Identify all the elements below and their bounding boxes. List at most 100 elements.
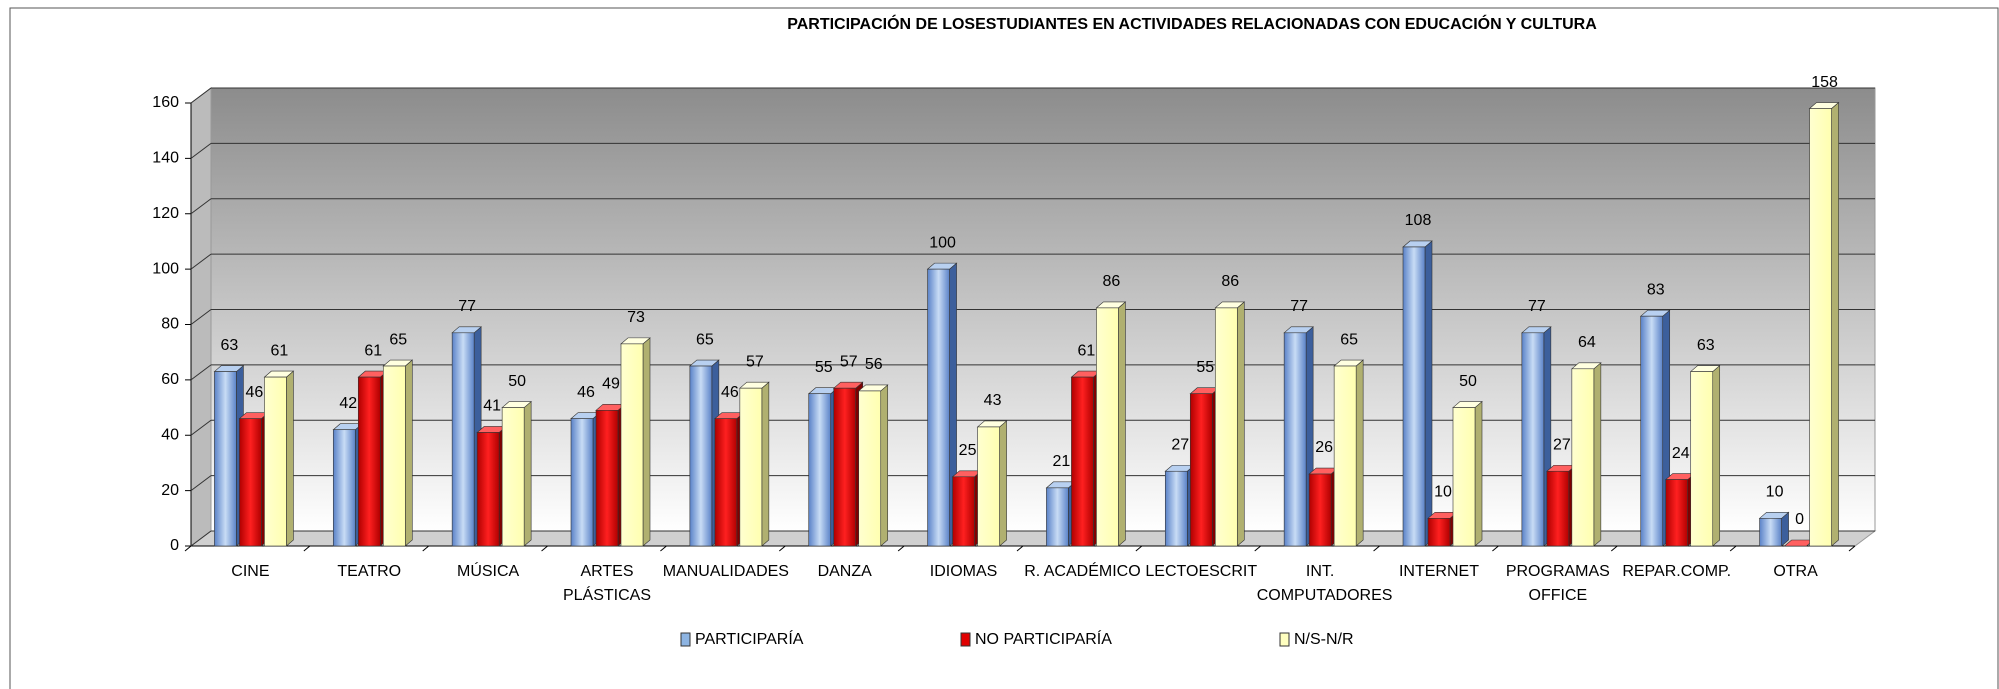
value-label: 100 bbox=[929, 234, 956, 251]
value-label: 86 bbox=[1103, 273, 1121, 290]
x-tick-label: R. ACADÉMICO bbox=[1024, 563, 1141, 580]
legend-label: NO PARTICIPARÍA bbox=[975, 629, 1112, 648]
value-label: 10 bbox=[1434, 484, 1452, 501]
legend-swatch bbox=[1279, 632, 1290, 647]
value-label: 73 bbox=[627, 309, 645, 326]
x-tick-label: LECTOESCRIT bbox=[1145, 563, 1258, 580]
y-tick-label: 80 bbox=[161, 316, 179, 333]
x-tick-label: IDIOMAS bbox=[929, 563, 998, 580]
bar bbox=[1308, 473, 1332, 547]
bar bbox=[1189, 393, 1213, 547]
value-label: 63 bbox=[1697, 337, 1715, 354]
grid-line bbox=[190, 419, 212, 436]
bar bbox=[858, 390, 882, 547]
value-label: 10 bbox=[1766, 484, 1784, 501]
value-label: 56 bbox=[865, 356, 883, 373]
bar bbox=[1096, 307, 1119, 547]
bar-side bbox=[1236, 301, 1245, 547]
y-tick-label: 20 bbox=[161, 482, 179, 499]
value-label: 158 bbox=[1811, 74, 1838, 91]
bar bbox=[239, 418, 262, 547]
value-label: 65 bbox=[389, 331, 407, 348]
bar bbox=[1571, 368, 1595, 547]
value-label: 46 bbox=[721, 384, 739, 401]
floor bbox=[189, 530, 1877, 547]
bar bbox=[1546, 470, 1570, 547]
value-label: 42 bbox=[339, 395, 357, 412]
bar-side bbox=[1118, 301, 1126, 547]
value-label: 63 bbox=[221, 337, 239, 354]
y-tick-label: 40 bbox=[161, 426, 179, 443]
bar bbox=[1046, 487, 1069, 547]
x-tick-label: DANZA bbox=[817, 563, 872, 580]
y-tick-label: 0 bbox=[170, 537, 179, 554]
value-label: 50 bbox=[508, 373, 526, 390]
bar bbox=[1402, 246, 1426, 547]
x-tick-label: INTERNET bbox=[1398, 563, 1479, 580]
grid-line bbox=[190, 253, 212, 270]
bar bbox=[264, 376, 287, 547]
x-tick bbox=[1492, 545, 1499, 552]
grid-line bbox=[190, 475, 212, 492]
bar-side bbox=[1424, 240, 1433, 547]
value-label: 21 bbox=[1053, 453, 1071, 470]
value-label: 57 bbox=[746, 353, 764, 370]
bar-side bbox=[880, 384, 889, 547]
bar bbox=[1809, 108, 1832, 547]
bar bbox=[357, 376, 381, 547]
x-tick bbox=[1729, 545, 1737, 552]
value-label: 61 bbox=[271, 342, 289, 359]
bar bbox=[1071, 376, 1094, 547]
x-tick bbox=[1135, 545, 1143, 552]
value-label: 83 bbox=[1647, 281, 1665, 298]
value-label: 49 bbox=[602, 376, 620, 393]
value-label: 0 bbox=[1795, 511, 1804, 528]
grid-line bbox=[190, 309, 212, 325]
y-tick-label: 160 bbox=[152, 94, 179, 111]
x-tick bbox=[184, 545, 192, 552]
value-label: 27 bbox=[1171, 436, 1189, 453]
value-label: 46 bbox=[577, 384, 595, 401]
grid-line bbox=[190, 198, 212, 215]
bar bbox=[476, 432, 500, 547]
x-tick-label: MANUALIDADES bbox=[662, 563, 789, 580]
bar bbox=[1214, 307, 1238, 547]
x-tick-label: ARTES PLÁSTICAS bbox=[562, 563, 651, 604]
x-tick-label: PROGRAMAS OFFICE bbox=[1505, 563, 1610, 604]
bar bbox=[1164, 470, 1188, 547]
bar bbox=[1665, 479, 1689, 547]
bar bbox=[833, 387, 857, 547]
x-tick bbox=[660, 545, 667, 552]
bar bbox=[214, 371, 237, 547]
x-tick bbox=[1254, 545, 1262, 552]
value-label: 77 bbox=[1290, 298, 1308, 315]
bar-side bbox=[1474, 400, 1483, 547]
value-label: 77 bbox=[458, 298, 476, 315]
x-tick-label: INT. COMPUTADORES bbox=[1256, 563, 1393, 604]
bar bbox=[595, 410, 619, 547]
value-label: 24 bbox=[1672, 445, 1690, 462]
bar bbox=[620, 343, 644, 547]
value-label: 65 bbox=[696, 331, 714, 348]
value-label: 108 bbox=[1405, 212, 1432, 229]
bar bbox=[689, 365, 713, 547]
value-label: 50 bbox=[1459, 373, 1477, 390]
x-tick bbox=[1610, 545, 1618, 552]
bar bbox=[501, 407, 525, 547]
value-label: 25 bbox=[959, 442, 977, 459]
bar-side bbox=[1831, 101, 1839, 547]
value-label: 57 bbox=[840, 353, 858, 370]
grid-line bbox=[190, 364, 212, 381]
x-tick-label: REPAR.COMP. bbox=[1622, 563, 1732, 580]
x-tick bbox=[1016, 545, 1024, 552]
x-tick bbox=[1373, 545, 1380, 552]
bar bbox=[1690, 371, 1714, 547]
bar bbox=[1759, 518, 1782, 547]
bar bbox=[1283, 332, 1307, 547]
value-label: 46 bbox=[246, 384, 264, 401]
bar bbox=[1640, 315, 1664, 547]
y-tick-label: 100 bbox=[152, 260, 179, 277]
value-label: 41 bbox=[483, 398, 501, 415]
bar-side bbox=[1593, 362, 1602, 547]
